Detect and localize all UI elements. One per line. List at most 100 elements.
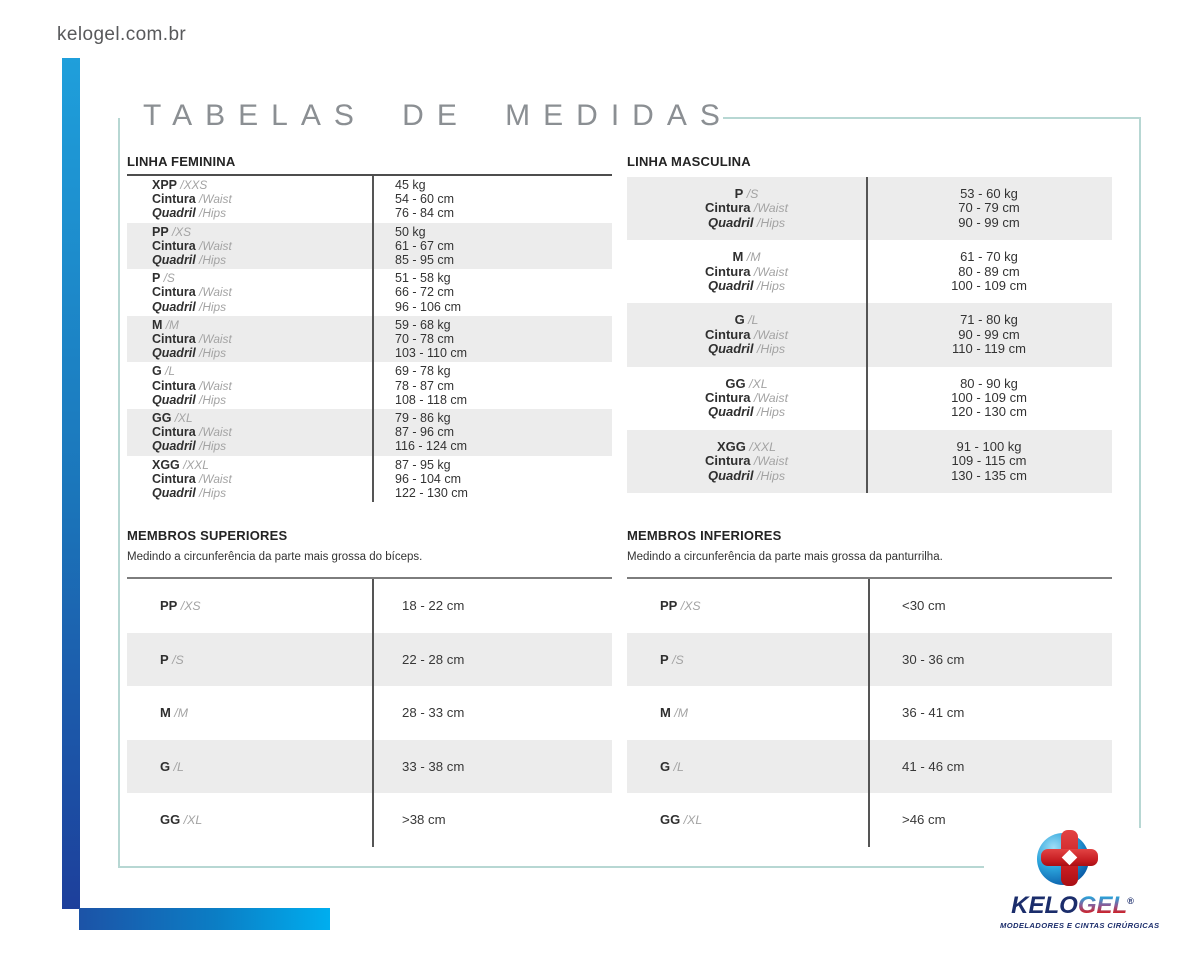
table-line: XGG /XXL [152, 458, 372, 472]
table-line: Cintura /Waist [152, 192, 372, 206]
values-cell: 80 - 90 kg 100 - 109 cm 120 - 130 cm [866, 376, 1112, 420]
brand-first-part: KELO [1011, 892, 1078, 919]
intl-size-label: /XL [680, 813, 703, 828]
intl-size-label: /Hips [753, 342, 786, 357]
size-cell: PP /XS Cintura /Waist Quadril /Hips [127, 225, 372, 268]
size-cell: G /L Cintura /Waist Quadril /Hips [127, 364, 372, 407]
table-line: GG /XL [160, 812, 372, 827]
size-label: Cintura [152, 238, 196, 253]
intl-size-label: /Hips [195, 346, 227, 361]
membros-inferiores-table: PP /XS <30 cm P /S 30 - 36 cm M /M 36 - 41 cm… [627, 577, 1112, 847]
value-line: 50 kg [395, 224, 426, 239]
value-line: 61 - 70 kg [960, 249, 1018, 265]
value-line: 116 - 124 cm [395, 439, 468, 454]
column-divider [372, 176, 374, 503]
brand-tagline: MODELADORES E CINTAS CIRÚRGICAS [1000, 921, 1160, 930]
size-label: Cintura [152, 332, 196, 347]
size-row-m: M /M 36 - 41 cm [627, 686, 1112, 740]
intl-size-label: /XS [177, 599, 201, 614]
table-line: Quadril /Hips [627, 214, 866, 230]
table-line: Cintura /Waist [627, 454, 866, 469]
value-line: 59 - 68 kg [395, 317, 451, 332]
size-label: Cintura [152, 425, 196, 440]
size-row-pp: PP /XS Cintura /Waist Quadril /Hips 50 kg 61… [127, 222, 612, 270]
size-row-g: G /L 33 - 38 cm [127, 739, 612, 793]
value-line: 45 kg [395, 178, 426, 192]
size-row-xgg: XGG /XXL Cintura /Waist Quadril /Hips 91 - … [627, 429, 1112, 494]
size-label: GG [725, 375, 746, 391]
linha-masculina-heading: LINHA MASCULINA [627, 154, 751, 169]
size-label: Quadril [152, 486, 196, 501]
value-line: 96 - 104 cm [395, 471, 462, 486]
values-cell: 18 - 22 cm [402, 598, 465, 614]
size-cell: GG /XL Cintura /Waist Quadril /Hips [627, 375, 866, 420]
size-label: Cintura [705, 263, 751, 279]
table-line: Quadril /Hips [627, 468, 866, 483]
size-label: XGG [716, 438, 746, 454]
table-line: G /L [160, 759, 372, 774]
brand-wordmark: KELOGEL® [1000, 889, 1145, 918]
table-line: Quadril /Hips [152, 393, 372, 407]
values-cell: 36 - 41 cm [902, 705, 965, 721]
size-label: Quadril [152, 253, 196, 268]
size-cell: G /L [627, 759, 872, 774]
size-cell: M /M Cintura /Waist Quadril /Hips [627, 250, 866, 294]
left-accent-bar [62, 58, 80, 909]
size-row-gg: GG /XL Cintura /Waist Quadril /Hips 80 - 90… [627, 367, 1112, 430]
brand-second-part: GEL [1077, 892, 1128, 919]
values-cell: 69 - 78 kg 78 - 87 cm 108 - 118 cm [372, 364, 612, 407]
size-row-m: M /M 28 - 33 cm [127, 686, 612, 740]
size-row-xgg: XGG /XXL Cintura /Waist Quadril /Hips 87 - … [127, 456, 612, 503]
table-line: M /M [152, 318, 372, 332]
page-title: TABELAS DE MEDIDAS [143, 99, 733, 132]
size-label: Cintura [705, 200, 751, 216]
table-line: PP /XS [152, 225, 372, 239]
intl-size-label: /S [743, 187, 759, 201]
membros-superiores-section: MEMBROS SUPERIORES Medindo a circunferên… [127, 528, 612, 847]
size-cell: XPP /XXS Cintura /Waist Quadril /Hips [127, 178, 372, 221]
value-line: 69 - 78 kg [395, 364, 451, 379]
table-line: GG /XL [152, 411, 372, 425]
intl-size-label: /M [162, 317, 179, 332]
intl-size-label: /Waist [195, 285, 232, 300]
intl-size-label: /Waist [750, 391, 788, 406]
linha-feminina-heading: LINHA FEMININA [127, 154, 612, 176]
intl-size-label: /Waist [750, 454, 788, 469]
table-line: Cintura /Waist [152, 379, 372, 393]
size-label: PP [160, 598, 178, 614]
values-cell: >38 cm [402, 812, 446, 828]
table-line: Cintura /Waist [627, 200, 866, 216]
bottom-accent-bar [79, 908, 330, 930]
intl-size-label: /M [670, 706, 688, 721]
frame-border-left [118, 118, 120, 868]
size-cell: GG /XL [127, 812, 372, 827]
intl-size-label: /XXL [745, 439, 777, 454]
size-label: Quadril [707, 341, 754, 357]
values-cell: 33 - 38 cm [402, 758, 465, 774]
value-line: 76 - 84 cm [395, 206, 455, 221]
intl-size-label: /Hips [753, 468, 786, 483]
values-cell: >46 cm [902, 812, 946, 828]
membros-inferiores-subtitle: Medindo a circunferência da parte mais g… [627, 551, 943, 563]
linha-feminina-table: XPP /XXS Cintura /Waist Quadril /Hips 45 kg… [127, 176, 612, 503]
size-cell: G /L Cintura /Waist Quadril /Hips [627, 313, 866, 357]
membros-superiores-heading: MEMBROS SUPERIORES [127, 528, 288, 543]
size-cell: P /S Cintura /Waist Quadril /Hips [127, 271, 372, 314]
values-cell: 87 - 95 kg 96 - 104 cm 122 - 130 cm [372, 458, 612, 501]
table-line: P /S [627, 186, 866, 201]
value-line: 78 - 87 cm [395, 378, 455, 393]
column-divider [372, 579, 374, 847]
size-label: GG [160, 812, 181, 828]
table-line: Quadril /Hips [152, 253, 372, 267]
size-label: GG [152, 411, 172, 426]
intl-size-label: /XL [171, 411, 193, 426]
size-label: Quadril [707, 214, 754, 230]
table-line: Quadril /Hips [152, 206, 372, 220]
frame-border-top [723, 117, 1141, 119]
table-line: G /L [152, 364, 372, 378]
size-row-m: M /M Cintura /Waist Quadril /Hips 59 - 68 k… [127, 315, 612, 363]
table-line: M /M [160, 705, 372, 720]
size-label: Cintura [705, 326, 751, 342]
value-line: 71 - 80 kg [960, 312, 1018, 328]
intl-size-label: /XL [745, 376, 768, 391]
